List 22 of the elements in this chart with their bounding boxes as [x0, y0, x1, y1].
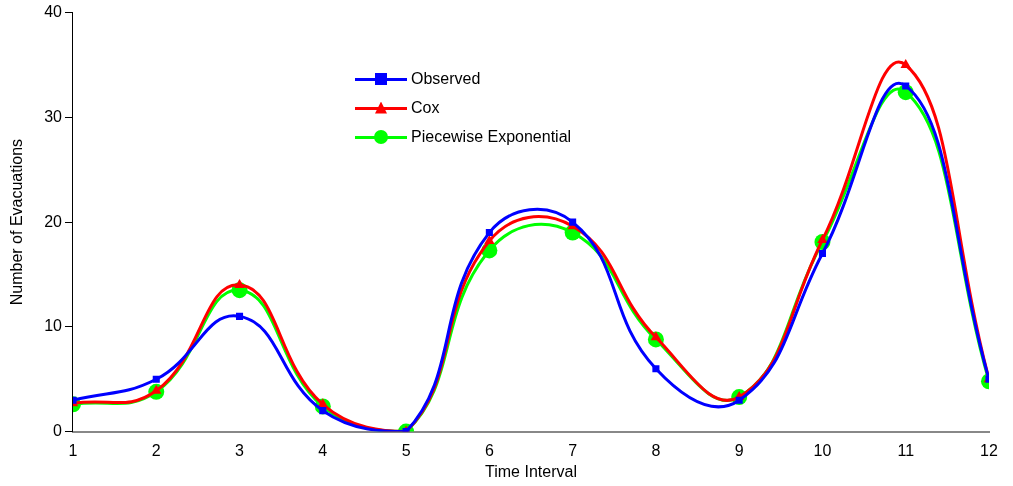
x-tick-label: 1 — [68, 441, 78, 459]
x-tick-label: 6 — [484, 441, 494, 459]
x-tick-label: 4 — [318, 441, 328, 459]
y-tick-label: 30 — [44, 107, 63, 125]
x-tick-label: 7 — [568, 441, 578, 459]
x-tick-label: 12 — [980, 441, 998, 459]
x-tick-label: 10 — [813, 441, 832, 459]
y-tick-label: 40 — [44, 3, 63, 21]
y-tick-label: 10 — [44, 317, 63, 335]
legend-label: Cox — [411, 98, 440, 117]
x-tick-label: 11 — [897, 441, 915, 459]
y-axis-title: Number of Evacuations — [8, 138, 26, 306]
x-tick-label: 2 — [151, 441, 161, 459]
x-tick-label: 5 — [401, 441, 411, 459]
x-axis-title: Time Interval — [485, 462, 577, 480]
x-tick-label: 9 — [734, 441, 744, 459]
legend-label: Observed — [411, 69, 481, 88]
y-tick-label: 20 — [44, 212, 63, 230]
x-tick-label: 8 — [651, 441, 661, 459]
x-tick-label: 3 — [235, 441, 245, 459]
y-tick-label: 0 — [53, 422, 63, 440]
legend-label: Piecewise Exponential — [411, 127, 572, 146]
